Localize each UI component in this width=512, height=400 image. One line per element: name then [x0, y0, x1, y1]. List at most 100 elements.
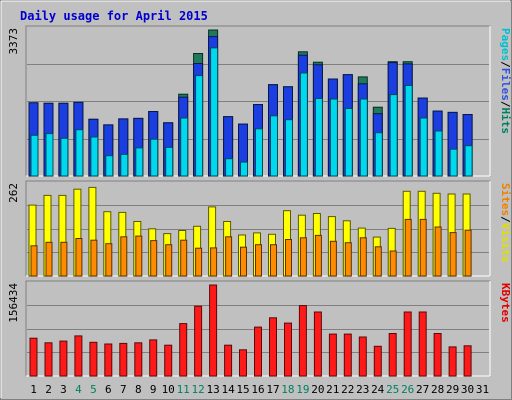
x-tick-label: 10	[162, 383, 175, 396]
pages-bar	[180, 117, 189, 177]
pages-bar	[90, 136, 99, 177]
x-tick-label: 1	[30, 383, 37, 396]
kbytes-legend-entry: KBytes	[499, 283, 512, 323]
sites-bar	[270, 244, 277, 277]
kbytes-bar	[119, 342, 128, 377]
kbytes-bar	[59, 340, 68, 377]
kbytes-bar	[179, 323, 188, 377]
sites-bar	[344, 242, 352, 277]
kbytes-bar	[44, 342, 53, 377]
sites-bar	[90, 239, 98, 277]
pages-bar	[225, 158, 234, 177]
pages-bar	[255, 128, 263, 177]
kbytes-max-label: 156434	[7, 283, 20, 323]
visits_sites-legend-entry: Sites	[499, 183, 512, 216]
pages-bar	[240, 161, 248, 177]
kbytes-bar	[463, 345, 472, 377]
x-tick-label: 3	[60, 383, 67, 396]
kbytes-bar	[104, 343, 113, 377]
x-tick-label: 29	[446, 383, 459, 396]
sites-bar	[45, 241, 53, 277]
sites-bar	[180, 239, 188, 277]
kbytes-bar	[343, 333, 352, 377]
pages-bar	[285, 119, 293, 177]
sites-bar	[255, 244, 262, 277]
pages-bar	[434, 130, 443, 177]
x-tick-label: 30	[461, 383, 474, 396]
kbytes-bar	[403, 311, 412, 377]
x-tick-label: 18	[281, 383, 294, 396]
sites-bar	[419, 218, 427, 277]
pages-bar	[120, 153, 129, 177]
sites-bar	[120, 236, 128, 277]
x-tick-label: 14	[221, 383, 235, 396]
pages_files_hits-legend-entry: Pages	[499, 28, 512, 61]
x-tick-label: 28	[431, 383, 444, 396]
x-tick-label: 11	[177, 383, 190, 396]
pages-bar	[389, 94, 398, 177]
x-tick-label: 15	[236, 383, 249, 396]
x-tick-label: 6	[105, 383, 112, 396]
x-tick-label: 5	[90, 383, 97, 396]
kbytes-bar	[373, 345, 382, 377]
pages-bar	[135, 147, 144, 177]
pages-bar	[344, 108, 353, 177]
kbytes-bar	[209, 284, 218, 377]
pages-bar	[60, 137, 69, 177]
visits_sites-legend-entry: /	[499, 216, 512, 223]
sites-bar	[389, 250, 397, 277]
x-tick-label: 25	[386, 383, 399, 396]
sites-bar	[314, 234, 322, 277]
kbytes-bar	[74, 335, 83, 377]
pages-bar	[449, 148, 458, 177]
x-tick-label: 12	[191, 383, 204, 396]
x-tick-label: 17	[266, 383, 279, 396]
x-tick-label: 8	[135, 383, 142, 396]
x-tick-label: 31	[476, 383, 489, 396]
x-tick-label: 9	[150, 383, 157, 396]
sites-bar	[165, 244, 173, 277]
pages-bar	[464, 145, 473, 177]
pages_files_hits-legend-entry: Files	[499, 68, 512, 101]
sites-bar	[299, 237, 307, 277]
pages_files_hits-max-label: 3373	[7, 28, 20, 55]
x-tick-label: 2	[45, 383, 52, 396]
sites-bar	[225, 236, 233, 277]
sites-bar	[105, 243, 113, 277]
kbytes-bar	[284, 322, 292, 377]
sites-bar	[30, 245, 38, 277]
kbytes-bar	[134, 342, 143, 377]
x-tick-label: 27	[416, 383, 429, 396]
pages-bar	[30, 134, 39, 177]
kbytes-bar	[239, 349, 247, 377]
kbytes-bar	[433, 333, 442, 377]
visits_sites-legend-entry: Visits	[499, 223, 512, 263]
sites-bar	[285, 239, 292, 277]
pages-bar	[299, 72, 308, 177]
kbytes-legend: KBytes	[499, 283, 512, 323]
kbytes-bar	[194, 305, 203, 377]
x-tick-label: 24	[371, 383, 385, 396]
kbytes-bar	[269, 317, 277, 377]
visits_sites-legend: Sites/Visits	[499, 183, 512, 263]
sites-bar	[434, 226, 442, 277]
sites-bar	[60, 241, 68, 277]
kbytes-bar	[164, 344, 173, 377]
pages-bar	[165, 146, 174, 177]
x-tick-label: 4	[75, 383, 82, 396]
kbytes-bar	[328, 333, 337, 377]
kbytes-bar	[388, 333, 397, 377]
pages_files_hits-legend: Pages/Files/Hits	[499, 28, 512, 134]
kbytes-bar	[89, 341, 98, 377]
sites-bar	[359, 237, 367, 277]
pages_files_hits-legend-entry: /	[499, 61, 512, 68]
x-tick-label: 13	[206, 383, 219, 396]
pages-bar	[45, 133, 54, 177]
x-tick-label: 20	[311, 383, 324, 396]
pages-bar	[359, 98, 368, 177]
x-tick-label: 23	[356, 383, 369, 396]
x-tick-label: 19	[296, 383, 309, 396]
pages_files_hits-legend-entry: /	[499, 101, 512, 108]
